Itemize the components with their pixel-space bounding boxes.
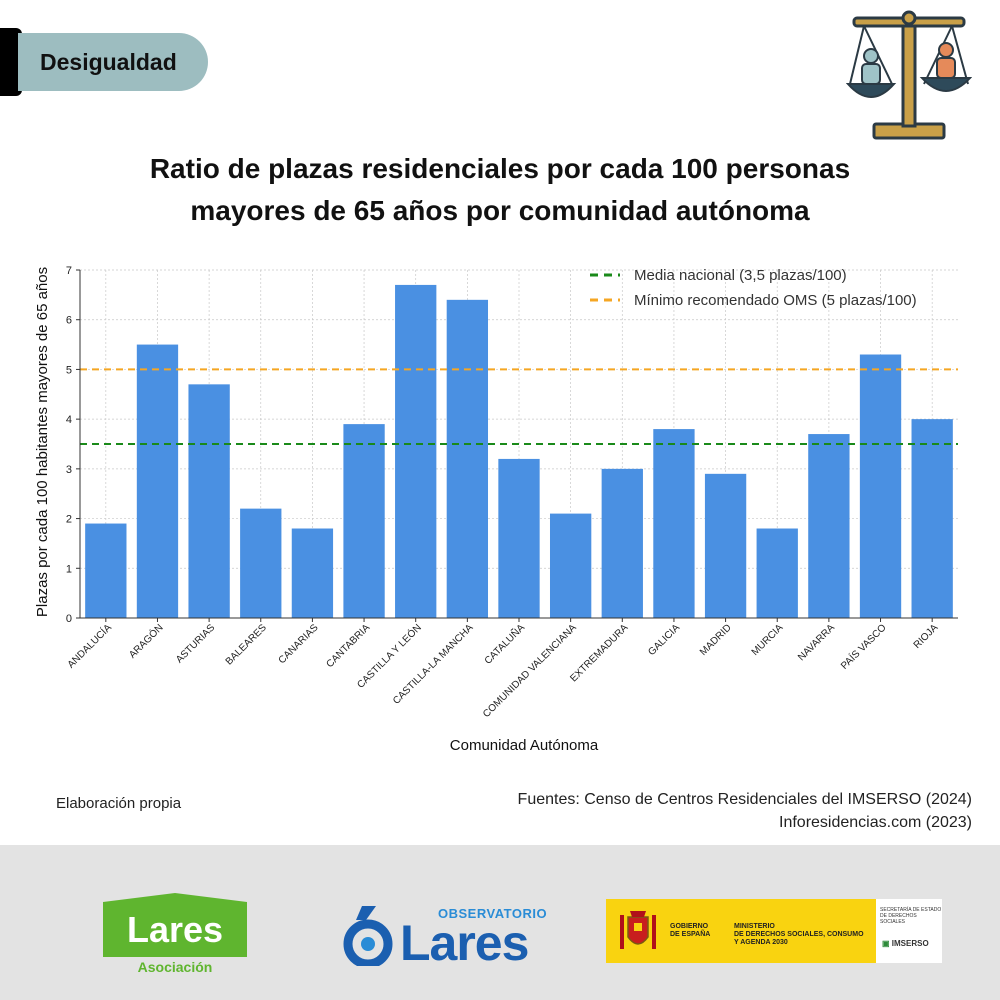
imserso-wordmark: ▣ IMSERSO bbox=[882, 939, 929, 948]
y-tick-label: 6 bbox=[66, 315, 72, 327]
bar-murcia bbox=[756, 528, 798, 618]
bar-navarra bbox=[808, 434, 850, 618]
ministry-line-3: Y AGENDA 2030 bbox=[734, 939, 788, 946]
x-tick-label: COMUNIDAD VALENCIANA bbox=[481, 622, 579, 720]
bar-comunidad-valenciana bbox=[549, 513, 592, 618]
y-tick-label: 4 bbox=[66, 414, 72, 426]
sources-line-1: Fuentes: Censo de Centros Residenciales … bbox=[517, 791, 972, 808]
chart-title-line-1: Ratio de plazas residenciales por cada 1… bbox=[149, 153, 851, 184]
imserso-name: IMSERSO bbox=[891, 939, 929, 948]
secretaria-line-2: DE DERECHOS SOCIALES bbox=[880, 913, 917, 925]
x-tick-label: CATALUÑA bbox=[481, 621, 527, 667]
lares-logo-name: Lares bbox=[126, 909, 224, 950]
x-tick-label: CANARIAS bbox=[277, 622, 321, 666]
tag-accent-bar bbox=[0, 28, 22, 96]
x-tick-label: GALICIA bbox=[646, 622, 682, 658]
secretaria-line-1: SECRETARÍA DE ESTADO bbox=[880, 907, 942, 913]
y-tick-label: 2 bbox=[66, 514, 72, 526]
bar-baleares bbox=[240, 508, 282, 618]
bar-castilla-la-mancha bbox=[446, 299, 489, 618]
bar-rioja bbox=[911, 419, 953, 618]
lares-asociacion-logo: Lares Asociación bbox=[103, 893, 247, 977]
x-tick-label: NAVARRA bbox=[796, 622, 837, 663]
observatorio-mark-icon bbox=[343, 906, 393, 966]
ministerio-text: MINISTERIO DE DERECHOS SOCIALES, CONSUMO… bbox=[734, 923, 864, 947]
observatorio-lares-logo: OBSERVATORIO Lares bbox=[340, 890, 547, 971]
x-tick-label: BALEARES bbox=[224, 622, 269, 667]
observatorio-lares-name: Lares bbox=[400, 915, 529, 971]
x-tick-label: ANDALUCÍA bbox=[64, 621, 114, 671]
legend-oms-label: Mínimo recomendado OMS (5 plazas/100) bbox=[634, 292, 917, 309]
observatorio-label: OBSERVATORIO bbox=[438, 906, 548, 921]
y-tick-label: 3 bbox=[66, 464, 72, 476]
own-elaboration-note: Elaboración propia bbox=[56, 795, 182, 812]
gobierno-espana-logo: GOBIERNO DE ESPAÑA MINISTERIO DE DERECHO… bbox=[606, 899, 876, 963]
bar-arag-n bbox=[136, 344, 179, 618]
bar-madrid bbox=[704, 473, 747, 618]
x-tick-label: MADRID bbox=[698, 622, 734, 658]
category-tag: Desigualdad bbox=[18, 33, 208, 91]
chart-title-line-2: mayores de 65 años por comunidad autónom… bbox=[190, 195, 810, 226]
bar-canarias bbox=[291, 528, 334, 618]
ministry-line-1: MINISTERIO bbox=[734, 923, 775, 930]
ministry-line-2: DE DERECHOS SOCIALES, CONSUMO bbox=[734, 931, 864, 938]
x-axis-label: Comunidad Autónoma bbox=[450, 737, 599, 754]
justice-scale-icon bbox=[846, 10, 972, 140]
bar-catalu-a bbox=[498, 458, 540, 618]
y-axis-label: Plazas por cada 100 habitantes mayores d… bbox=[34, 267, 51, 617]
x-tick-label: MURCIA bbox=[750, 622, 786, 658]
bar-asturias bbox=[188, 384, 230, 618]
lares-house-shape bbox=[103, 893, 247, 957]
bar-castilla-y-le-n bbox=[395, 284, 437, 618]
y-tick-label: 0 bbox=[66, 613, 72, 625]
y-tick-label: 5 bbox=[66, 364, 72, 376]
chart-title: Ratio de plazas residenciales por cada 1… bbox=[100, 148, 900, 232]
bar-galicia bbox=[653, 429, 695, 618]
x-tick-label: RIOJA bbox=[912, 622, 941, 651]
y-tick-label: 1 bbox=[66, 563, 72, 575]
y-tick-label: 7 bbox=[66, 265, 72, 277]
bar-extremadura bbox=[601, 468, 643, 618]
imserso-logo: SECRETARÍA DE ESTADO DE DERECHOS SOCIALE… bbox=[876, 899, 942, 963]
gov-line-1: GOBIERNO bbox=[670, 923, 709, 930]
legend-media-label: Media nacional (3,5 plazas/100) bbox=[634, 267, 847, 284]
x-tick-label: CANTABRIA bbox=[324, 622, 372, 670]
gobierno-text: GOBIERNO DE ESPAÑA bbox=[670, 923, 710, 939]
x-tick-label: PAÍS VASCO bbox=[838, 621, 889, 672]
sources-note: Fuentes: Censo de Centros Residenciales … bbox=[518, 788, 972, 834]
bar-andaluc-a bbox=[85, 523, 127, 618]
sources-line-2: Inforesidencias.com (2023) bbox=[779, 814, 972, 831]
category-tag-label: Desigualdad bbox=[40, 48, 177, 75]
lares-logo-sub: Asociación bbox=[137, 959, 213, 975]
x-tick-label: ARAGÓN bbox=[126, 621, 166, 661]
x-tick-label: EXTREMADURA bbox=[568, 622, 630, 684]
gov-line-2: DE ESPAÑA bbox=[670, 931, 711, 938]
secretaria-text: SECRETARÍA DE ESTADO DE DERECHOS SOCIALE… bbox=[880, 907, 942, 925]
bar-cantabria bbox=[343, 424, 385, 618]
x-tick-label: ASTURIAS bbox=[174, 622, 217, 665]
bar-pa-s-vasco bbox=[859, 354, 902, 618]
spain-coat-of-arms-icon bbox=[620, 911, 656, 949]
